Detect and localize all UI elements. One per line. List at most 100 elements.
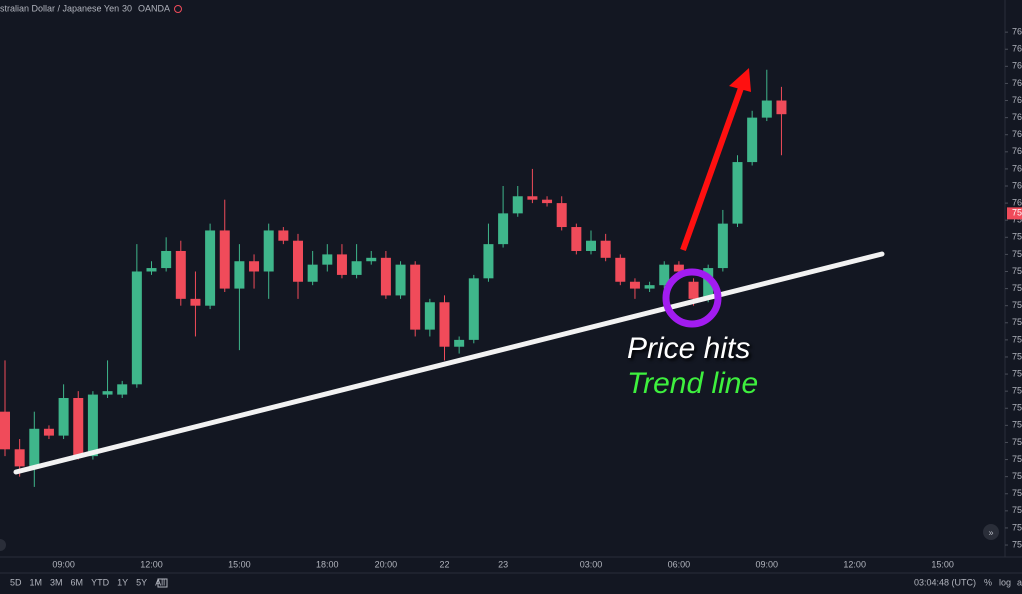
scroll-right-button[interactable] (983, 524, 999, 540)
range-button[interactable]: 1M (30, 577, 43, 587)
x-tick-label: 22 (439, 559, 449, 569)
x-tick-label: 09:00 (756, 559, 779, 569)
y-tick-label: 75.75 (1012, 283, 1022, 293)
candle-body (483, 244, 494, 279)
y-tick-label: 75.45 (1012, 386, 1022, 396)
x-tick-label: 12:00 (140, 559, 163, 569)
status-dot (174, 5, 182, 13)
candle-body (219, 230, 230, 289)
range-button[interactable]: 1Y (117, 577, 128, 587)
candle-body (175, 250, 186, 299)
scroll-button[interactable] (0, 539, 6, 551)
candle-body (747, 117, 758, 163)
candle-body (542, 199, 553, 204)
y-tick-label: 76.15 (1012, 146, 1022, 156)
y-tick-label: 75.95 (1012, 215, 1022, 225)
candle-body (73, 398, 84, 457)
range-button[interactable]: 5D (10, 577, 22, 587)
y-tick-label: 75.40 (1012, 403, 1022, 413)
y-tick-label: 75.55 (1012, 351, 1022, 361)
y-tick-label: 75.90 (1012, 232, 1022, 242)
candle-body (424, 302, 435, 330)
candle-body (117, 384, 128, 395)
y-tick-label: 75.65 (1012, 317, 1022, 327)
auto-toggle[interactable]: a (1017, 577, 1022, 587)
candle-body (380, 257, 391, 296)
y-tick-label: 76.40 (1012, 61, 1022, 71)
clock: 03:04:48 (UTC) (914, 577, 976, 587)
trend-line (13, 251, 885, 475)
y-tick-label: 75.10 (1012, 505, 1022, 515)
range-button[interactable]: 5Y (136, 577, 147, 587)
candle-body (717, 223, 728, 269)
candle-body (205, 230, 216, 306)
y-tick-label: 75.60 (1012, 334, 1022, 344)
candle-body (410, 264, 421, 330)
source: OANDA (138, 3, 170, 13)
x-tick-label: 06:00 (668, 559, 691, 569)
x-tick-label: 20:00 (375, 559, 398, 569)
range-button[interactable]: 3M (50, 577, 63, 587)
highlight-circle (662, 268, 722, 328)
x-tick-label: 15:00 (228, 559, 251, 569)
candle-body (629, 281, 640, 289)
candle-body (102, 391, 113, 395)
candle-body (512, 196, 523, 214)
date-range-icon[interactable] (157, 578, 168, 588)
y-tick-label: 76.20 (1012, 129, 1022, 139)
y-tick-label: 75.30 (1012, 437, 1022, 447)
candle-body (498, 213, 509, 245)
candle-body (293, 240, 303, 282)
candle-body (600, 240, 611, 258)
candle-body (14, 449, 25, 467)
x-tick-label: 18:00 (316, 559, 339, 569)
candle-body (43, 428, 54, 436)
candle-body (659, 264, 670, 286)
x-tick-label: 09:00 (52, 559, 75, 569)
candle-body (586, 240, 596, 251)
range-buttons: 5D 1M 3M 6M YTD 1Y 5Y All (10, 577, 165, 587)
y-tick-label: 75.35 (1012, 420, 1022, 430)
y-tick-label: 75.70 (1012, 300, 1022, 310)
candle-body (307, 264, 318, 282)
y-tick-label: 76.30 (1012, 95, 1022, 105)
candle-body (336, 254, 347, 275)
candle-body (131, 271, 142, 385)
y-tick-label: 75.50 (1012, 368, 1022, 378)
log-toggle[interactable]: log (999, 577, 1011, 587)
candles (0, 69, 787, 487)
candle-body (615, 257, 626, 282)
y-tick-label: 76.10 (1012, 163, 1022, 173)
y-tick-label: 76.45 (1012, 44, 1022, 54)
x-tick-label: 03:00 (580, 559, 603, 569)
x-tick-label: 15:00 (931, 559, 954, 569)
percent-toggle[interactable]: % (984, 577, 992, 587)
arrow-shaft (680, 86, 744, 252)
candle-body (249, 261, 260, 272)
y-tick-label: 76.35 (1012, 78, 1022, 88)
candle-body (395, 264, 406, 296)
range-button[interactable]: All (155, 577, 165, 587)
y-tick-label: 75.85 (1012, 249, 1022, 259)
candle-body (58, 398, 69, 436)
annotation-text: Price hits (627, 332, 750, 365)
price-label-box (1007, 207, 1022, 220)
candle-body (468, 278, 479, 340)
candle-body (688, 281, 699, 299)
candle-body (732, 162, 743, 224)
candle-body (190, 298, 201, 306)
y-tick-label: 75.05 (1012, 522, 1022, 532)
candle-body (234, 261, 245, 289)
y-tick-label: 75.15 (1012, 488, 1022, 498)
range-button[interactable]: 6M (71, 577, 84, 587)
candle-body (527, 196, 538, 200)
symbol-name: stralian Dollar / Japanese Yen (0, 3, 119, 13)
candle-body (366, 257, 377, 262)
y-tick-label: 76.25 (1012, 112, 1022, 122)
range-button[interactable]: YTD (91, 577, 110, 587)
y-tick-label: 76.50 (1012, 27, 1022, 37)
y-tick-label: 75.20 (1012, 471, 1022, 481)
